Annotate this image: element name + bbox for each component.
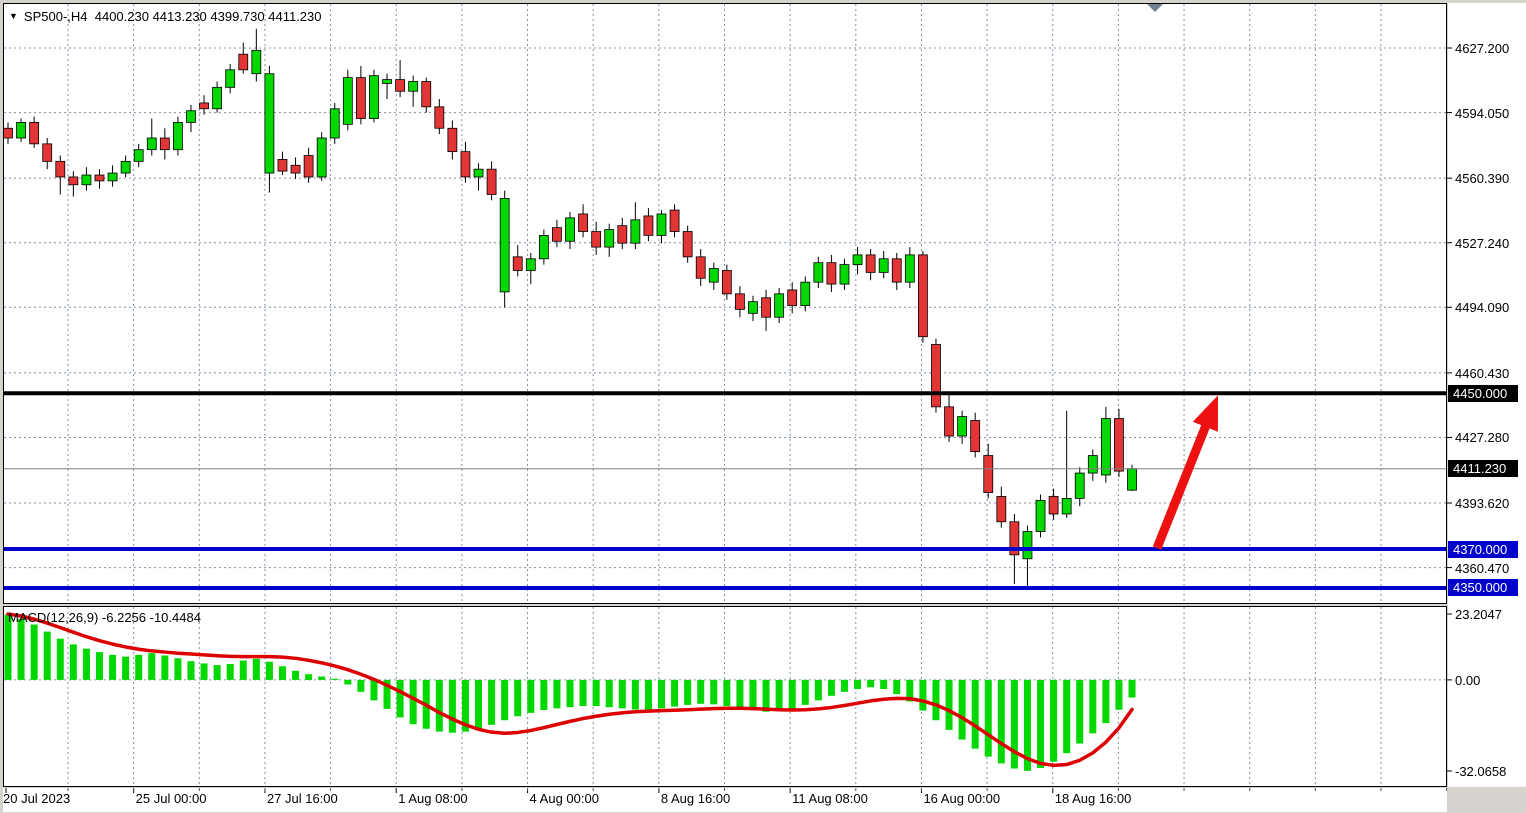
date-label: 20 Jul 2023: [3, 791, 71, 806]
price-tick-label: 4427.280: [1455, 430, 1510, 446]
date-label: 4 Aug 00:00: [529, 791, 599, 806]
price-tick-label: 4460.430: [1455, 365, 1510, 381]
date-label: 16 Aug 00:00: [923, 791, 1001, 806]
price-tick-label: 4527.240: [1455, 235, 1510, 251]
macd-tick-label: 0.00: [1455, 672, 1481, 688]
macd-panel[interactable]: [3, 606, 1447, 787]
date-label: 1 Aug 08:00: [398, 791, 468, 806]
price-tick-label: 4560.390: [1455, 171, 1510, 187]
price-level-label: 4370.000: [1448, 540, 1518, 558]
price-tick-label: 4360.470: [1455, 560, 1510, 576]
date-label: 11 Aug 08:00: [792, 791, 868, 806]
price-level-label: 4450.000: [1448, 384, 1518, 402]
date-label: 18 Aug 16:00: [1054, 791, 1132, 806]
date-label: 25 Jul 00:00: [135, 791, 207, 806]
price-chart-panel[interactable]: [3, 3, 1447, 604]
price-tick-label: 4627.200: [1455, 41, 1510, 56]
macd-indicator-label: MACD(12,26,9) -6.2256 -10.4484: [8, 610, 201, 625]
symbol-dropdown-icon[interactable]: ▼: [9, 11, 18, 21]
chart-title-text: SP500-,H4 4400.230 4413.230 4399.730 441…: [23, 9, 322, 24]
date-label: 27 Jul 16:00: [266, 791, 338, 806]
price-level-label: 4350.000: [1448, 579, 1518, 597]
macd-tick-label: 23.2047: [1455, 606, 1502, 622]
time-axis[interactable]: [3, 788, 1447, 812]
date-label: 8 Aug 16:00: [660, 791, 731, 806]
price-tick-label: 4594.050: [1455, 105, 1510, 121]
macd-tick-label: -32.0658: [1455, 763, 1507, 779]
price-tick-label: 4393.620: [1455, 496, 1510, 512]
price-tick-label: 4494.090: [1455, 300, 1510, 316]
chart-title: ▼ SP500-,H4 4400.230 4413.230 4399.730 44…: [9, 9, 322, 24]
price-level-label: 4411.230: [1448, 460, 1518, 478]
